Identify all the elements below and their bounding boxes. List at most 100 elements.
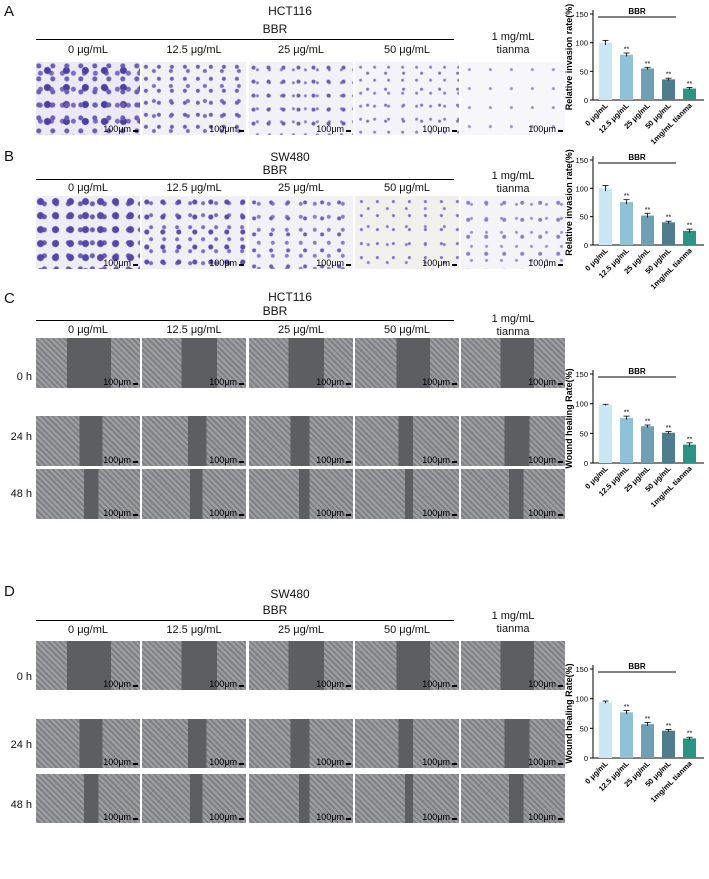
invasion-image: 100μm: [36, 62, 140, 135]
y-tick-label: 50: [580, 724, 588, 733]
bbr-bracket-label: BBR: [628, 153, 646, 162]
scale-label: 100μm: [528, 455, 556, 465]
scale-label: 100μm: [209, 455, 237, 465]
cell-line-label: SW480: [270, 587, 310, 601]
time-label: 24 h: [10, 739, 32, 751]
wound-image: 100μm: [249, 719, 353, 768]
bar: [641, 426, 654, 463]
significance-mark: **: [687, 223, 693, 230]
significance-mark: **: [645, 207, 651, 214]
wound-image: 100μm: [355, 774, 459, 823]
wound-image: 100μm: [355, 719, 459, 768]
scale-label: 100μm: [209, 679, 237, 689]
cell-line-label: HCT116: [268, 4, 312, 18]
y-axis-label: Relative invasion rate(%): [564, 4, 574, 111]
time-label: 0 h: [16, 371, 32, 383]
wound-image: 100μm: [461, 641, 565, 690]
scale-label: 100μm: [528, 508, 556, 518]
bar: [641, 215, 654, 245]
bar: [620, 201, 633, 245]
time-label: 48 h: [10, 799, 32, 811]
invasion-image: 100μm: [249, 62, 353, 135]
scale-label: 100μm: [209, 377, 237, 387]
bbr-bracket-label: BBR: [628, 367, 646, 376]
bar: [599, 404, 612, 463]
scale-label: 100μm: [103, 455, 131, 465]
y-tick-label: 50: [580, 67, 588, 76]
panel-letter-c: C: [4, 290, 15, 307]
wound-image: 100μm: [36, 338, 140, 388]
wound-image: 100μm: [461, 338, 565, 388]
scale-bar: [558, 685, 563, 687]
cell-line-label: SW480: [270, 150, 310, 164]
scale-label: 100μm: [316, 757, 344, 767]
wound-image: 100μm: [249, 469, 353, 519]
y-tick-label: 50: [580, 429, 588, 438]
invasion-image: 100μm: [355, 62, 459, 135]
scale-label: 100μm: [528, 679, 556, 689]
condition-label: 25 μg/mL: [277, 624, 325, 636]
scale-bar: [346, 514, 351, 516]
significance-mark: **: [624, 410, 630, 417]
control-label: 1 mg/mL tianma: [491, 31, 535, 56]
invasion-image: 100μm: [249, 196, 353, 269]
scale-label: 100μm: [528, 757, 556, 767]
panel-letter-a: A: [4, 3, 15, 20]
condition-label: 50 μg/mL: [383, 624, 431, 636]
scale-bar: [239, 685, 244, 687]
bar: [662, 79, 675, 100]
invasion-image: 100μm: [36, 196, 140, 269]
wound-image: 100μm: [461, 719, 565, 768]
scale-bar: [133, 685, 138, 687]
significance-mark: **: [624, 193, 630, 200]
significance-mark: **: [666, 215, 672, 222]
wound-image: 100μm: [249, 416, 353, 466]
scale-bar: [452, 685, 457, 687]
condition-label: 0 μg/mL: [68, 324, 108, 336]
significance-mark: **: [645, 419, 651, 426]
condition-label: 0 μg/mL: [68, 182, 108, 194]
group-label-bbr: BBR: [262, 163, 288, 177]
scale-bar: [133, 514, 138, 516]
scale-bar: [558, 130, 563, 132]
y-axis-label: Relative invasion rate(%): [564, 149, 574, 256]
scale-bar: [558, 461, 563, 463]
wound-image: 100μm: [142, 416, 246, 466]
bar: [641, 724, 654, 758]
wound-image: 100μm: [355, 469, 459, 519]
scale-bar: [452, 461, 457, 463]
wound-image: 100μm: [249, 774, 353, 823]
group-label-bbr: BBR: [262, 304, 288, 318]
bar: [683, 88, 696, 100]
scale-bar: [239, 514, 244, 516]
wound-image: 100μm: [142, 469, 246, 519]
wound-image: 100μm: [36, 774, 140, 823]
y-tick-label: 50: [580, 213, 588, 222]
invasion-image: 100μm: [461, 196, 565, 269]
wound-image: 100μm: [36, 416, 140, 466]
condition-label: 0 μg/mL: [68, 44, 108, 56]
scale-bar: [346, 461, 351, 463]
significance-mark: **: [666, 425, 672, 432]
group-line: [36, 179, 454, 180]
scale-label: 100μm: [422, 455, 450, 465]
bar: [599, 702, 612, 758]
y-tick-label: 100: [575, 184, 588, 193]
scale-label: 100μm: [316, 455, 344, 465]
significance-mark: **: [687, 731, 693, 738]
bar: [641, 68, 654, 100]
y-tick-label: 150: [575, 665, 588, 674]
wound-image: 100μm: [461, 774, 565, 823]
wound-image: 100μm: [142, 774, 246, 823]
invasion-image: 100μm: [142, 62, 246, 135]
condition-label: 12.5 μg/mL: [166, 324, 222, 336]
bar: [662, 222, 675, 245]
scale-bar: [133, 763, 138, 765]
scale-bar: [452, 264, 457, 266]
scale-label: 100μm: [103, 757, 131, 767]
scale-label: 100μm: [103, 377, 131, 387]
bbr-bracket-label: BBR: [628, 7, 646, 16]
control-label: 1 mg/mL tianma: [491, 610, 535, 635]
